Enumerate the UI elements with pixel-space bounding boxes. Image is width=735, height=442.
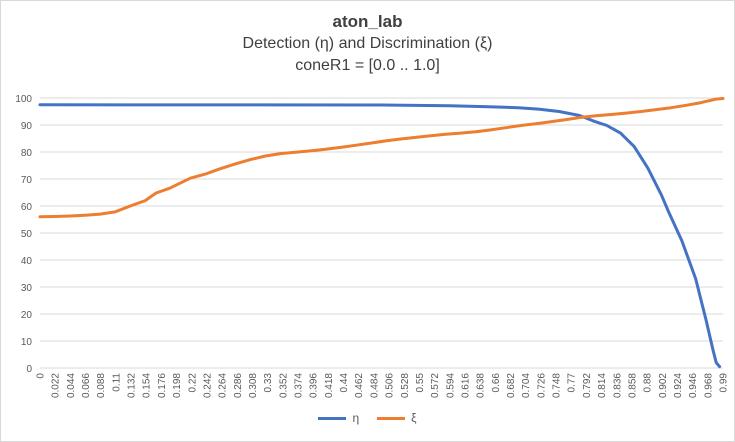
- x-tick-label: 0.22: [187, 373, 198, 393]
- x-tick-label: 0.924: [673, 373, 684, 398]
- y-tick-label: 70: [21, 175, 33, 186]
- x-tick-label: 0.374: [294, 373, 305, 398]
- gridlines: [40, 97, 723, 369]
- x-tick-label: 0.352: [278, 373, 289, 398]
- x-tick-label: 0.44: [339, 373, 350, 393]
- x-tick-label: 0.308: [248, 373, 259, 398]
- y-tick-label: 90: [21, 121, 33, 132]
- x-tick-label: 0.484: [369, 373, 380, 398]
- x-tick-label: 0.286: [233, 373, 244, 398]
- x-tick-label: 0.418: [324, 373, 335, 398]
- series-lines: [38, 97, 725, 369]
- x-tick-label: 0.748: [552, 373, 563, 398]
- x-tick-label: 0.594: [445, 373, 456, 398]
- legend-item-eta: η: [318, 411, 359, 425]
- legend-label-eta: η: [352, 411, 360, 425]
- x-tick-label: 0.88: [643, 373, 654, 393]
- chart-subtitle-range: coneR1 = [0.0 .. 1.0]: [295, 57, 440, 74]
- x-tick-label: 0.088: [96, 373, 107, 398]
- legend-label-xi: ξ: [411, 411, 417, 425]
- x-tick-label: 0.704: [521, 373, 532, 398]
- x-tick-label: 0.066: [81, 373, 92, 398]
- x-tick-label: 0.022: [51, 373, 62, 398]
- series-line-eta: [38, 103, 722, 369]
- x-tick-label: 0.836: [612, 373, 623, 398]
- y-tick-label: 60: [21, 202, 33, 213]
- x-tick-label: 0.66: [491, 373, 502, 393]
- x-tick-label: 0.792: [582, 373, 593, 398]
- x-tick-label: 0.726: [536, 373, 547, 398]
- y-tick-label: 0: [26, 364, 32, 375]
- series-line-xi: [38, 97, 725, 219]
- x-tick-label: 0.33: [263, 373, 274, 393]
- chart-subtitle: Detection (η) and Discrimination (ξ): [242, 35, 493, 52]
- x-tick-label: 0.264: [218, 373, 229, 398]
- x-tick-label: 0.99: [719, 373, 730, 393]
- x-tick-label: 0.77: [567, 373, 578, 393]
- y-tick-label: 10: [21, 337, 33, 348]
- x-tick-label: 0.55: [415, 373, 426, 393]
- x-tick-label: 0: [36, 373, 47, 379]
- x-tick-label: 0.044: [66, 373, 77, 398]
- x-tick-label: 0.616: [460, 373, 471, 398]
- x-tick-label: 0.858: [627, 373, 638, 398]
- x-tick-label: 0.198: [172, 373, 183, 398]
- x-tick-label: 0.396: [309, 373, 320, 398]
- legend-swatch-eta: [318, 416, 347, 420]
- x-tick-label: 0.154: [142, 373, 153, 398]
- x-tick-label: 0.242: [202, 373, 213, 398]
- y-tick-label: 100: [15, 94, 32, 105]
- x-tick-label: 0.506: [385, 373, 396, 398]
- y-tick-label: 40: [21, 256, 33, 267]
- x-axis-ticks: 0 0.022 0.044 0.066 0.088 0.11 0.132 0.154 0.176…: [36, 373, 730, 398]
- chart-title: aton_lab: [332, 12, 403, 31]
- x-tick-label: 0.638: [476, 373, 487, 398]
- x-tick-label: 0.11: [111, 373, 122, 392]
- x-tick-label: 0.682: [506, 373, 517, 398]
- x-tick-label: 0.946: [688, 373, 699, 398]
- y-tick-label: 50: [21, 229, 33, 240]
- x-tick-label: 0.968: [703, 373, 714, 398]
- y-tick-label: 30: [21, 283, 33, 294]
- chart-title-block: aton_lab Detection (η) and Discriminatio…: [1, 11, 734, 77]
- legend-item-xi: ξ: [377, 411, 417, 425]
- x-tick-label: 0.528: [400, 373, 411, 398]
- y-tick-label: 80: [21, 148, 33, 159]
- y-axis-ticks: 0 10 20 30 40 50 60 70 80 90 100: [15, 94, 32, 375]
- x-tick-label: 0.902: [658, 373, 669, 398]
- x-tick-label: 0.572: [430, 373, 441, 398]
- x-tick-label: 0.132: [127, 373, 138, 398]
- legend: η ξ: [1, 411, 734, 425]
- x-tick-label: 0.814: [597, 373, 608, 398]
- x-tick-label: 0.176: [157, 373, 168, 398]
- x-tick-label: 0.462: [354, 373, 365, 398]
- y-tick-label: 20: [21, 310, 33, 321]
- legend-swatch-xi: [377, 416, 406, 420]
